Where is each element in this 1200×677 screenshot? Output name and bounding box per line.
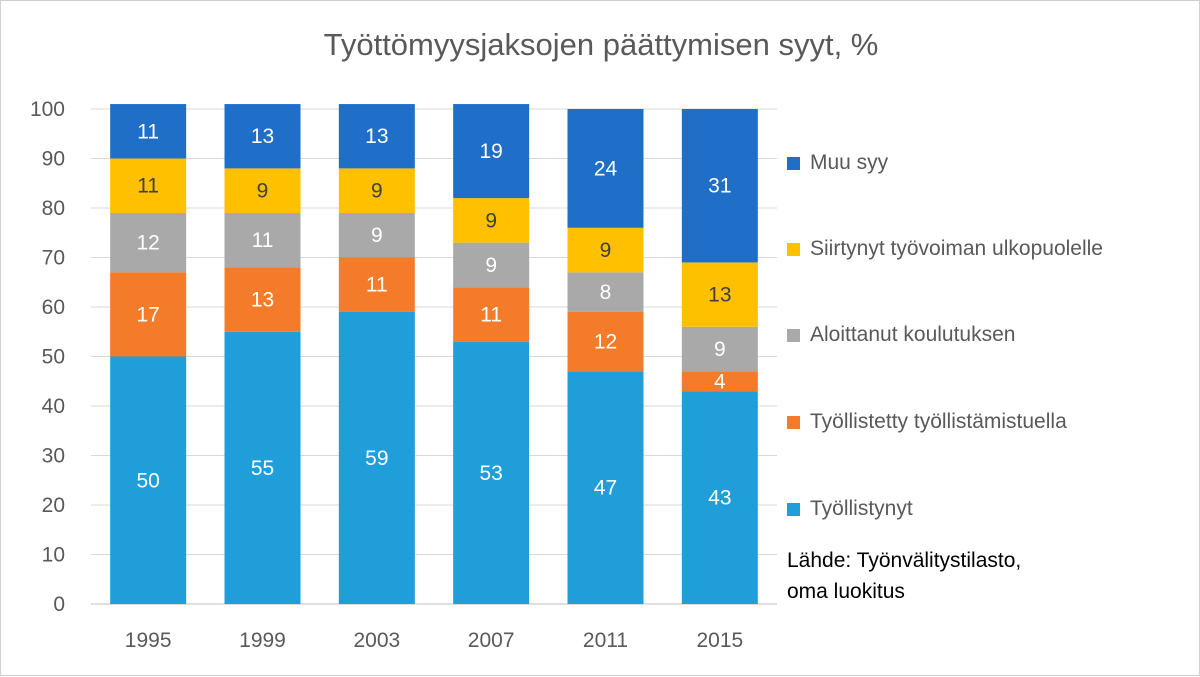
bar-segment xyxy=(453,287,530,342)
y-tick-label: 60 xyxy=(42,296,65,319)
chart-title: Työttömyysjaksojen päättymisen syyt, % xyxy=(323,27,879,62)
data-label: 59 xyxy=(365,447,388,470)
y-tick-label: 20 xyxy=(42,494,65,517)
data-label: 24 xyxy=(594,157,618,180)
bar-segment xyxy=(110,356,187,604)
y-tick-label: 0 xyxy=(53,593,65,616)
data-label: 50 xyxy=(136,469,159,492)
bar-segment xyxy=(567,227,644,273)
bar-segment xyxy=(681,371,758,392)
legend-label: Työllistetty työllistämistuella xyxy=(810,410,1067,433)
bar-segment xyxy=(224,104,301,169)
bar-segment xyxy=(681,391,758,604)
bar-segment xyxy=(681,109,758,263)
data-label: 43 xyxy=(708,487,731,510)
data-label: 13 xyxy=(251,289,274,312)
data-label: 11 xyxy=(252,229,274,252)
x-tick-label: 2015 xyxy=(696,629,743,652)
bar-segment xyxy=(338,257,415,312)
bar-segment xyxy=(224,267,301,332)
x-tick-label: 2003 xyxy=(353,629,400,652)
y-tick-label: 50 xyxy=(42,346,65,369)
data-label: 12 xyxy=(136,232,159,255)
bar-segment xyxy=(110,158,187,213)
bar-segment xyxy=(453,242,530,288)
data-label: 11 xyxy=(366,274,388,297)
bar-segment xyxy=(567,272,644,312)
data-label: 9 xyxy=(371,180,383,203)
bar-segment xyxy=(338,212,415,258)
legend-swatch xyxy=(787,502,800,516)
legend-swatch xyxy=(787,328,800,342)
bar-segment xyxy=(224,168,301,213)
data-label: 8 xyxy=(600,281,612,304)
bar-segment xyxy=(338,168,415,213)
bar-segment xyxy=(681,262,758,327)
y-tick-label: 30 xyxy=(42,445,65,468)
data-label: 9 xyxy=(371,224,383,247)
x-tick-label: 2007 xyxy=(468,629,515,652)
data-label: 47 xyxy=(594,477,617,500)
bar-segment xyxy=(224,331,301,604)
legend-swatch xyxy=(787,156,800,170)
x-tick-label: 2011 xyxy=(583,629,628,652)
legend-swatch xyxy=(787,242,800,256)
bar-segment xyxy=(567,109,644,228)
chart-legend: Muu syy Siirtynyt työvoiman ulkopuolelle A… xyxy=(787,1,1197,677)
legend-label: Muu syy xyxy=(810,151,889,174)
bar-segment xyxy=(453,104,530,199)
source-note: Lähde: Työnvälitystilasto, oma luokitus xyxy=(787,545,1117,607)
data-label: 11 xyxy=(480,303,502,326)
data-label: 12 xyxy=(594,331,617,354)
data-label: 13 xyxy=(708,284,731,307)
data-label: 11 xyxy=(137,175,159,198)
data-label: 9 xyxy=(600,239,612,262)
legend-item: Siirtynyt työvoiman ulkopuolelle xyxy=(787,235,1103,263)
y-tick-label: 90 xyxy=(42,148,65,171)
y-tick-label: 70 xyxy=(42,247,65,270)
bar-segment xyxy=(224,212,301,268)
data-label: 9 xyxy=(257,180,269,203)
data-label: 55 xyxy=(251,457,274,480)
data-label: 9 xyxy=(485,254,497,277)
bar-segment xyxy=(567,311,644,372)
data-label: 19 xyxy=(479,140,502,163)
data-label: 31 xyxy=(708,175,731,198)
bar-segment xyxy=(567,371,644,604)
y-tick-label: 40 xyxy=(42,395,65,418)
data-label: 53 xyxy=(479,462,502,485)
legend-label: Aloittanut koulutuksen xyxy=(810,323,1016,346)
y-tick-label: 80 xyxy=(42,197,65,220)
bar-segment xyxy=(110,272,187,357)
source-note-line-1: Lähde: Työnvälitystilasto, xyxy=(787,549,1022,572)
y-tick-label: 10 xyxy=(42,544,65,567)
bar-segment xyxy=(681,326,758,372)
bar-segment xyxy=(338,104,415,169)
data-label: 11 xyxy=(137,120,159,143)
bar-segment xyxy=(453,198,530,243)
x-tick-label: 1999 xyxy=(239,629,286,652)
legend-item: Työllistetty työllistämistuella xyxy=(787,408,1067,436)
legend-label: Siirtynyt työvoiman ulkopuolelle xyxy=(810,237,1103,260)
bar-segment xyxy=(338,311,415,604)
legend-item: Työllistynyt xyxy=(787,495,913,523)
bar-segment xyxy=(110,212,187,273)
data-label: 9 xyxy=(485,209,497,232)
data-label: 13 xyxy=(365,125,388,148)
legend-item: Muu syy xyxy=(787,149,888,177)
bar-segment xyxy=(110,104,187,159)
bar-segment xyxy=(453,341,530,604)
legend-label: Työllistynyt xyxy=(810,497,913,520)
legend-item: Aloittanut koulutuksen xyxy=(787,321,1015,349)
legend-swatch xyxy=(787,415,800,429)
y-tick-label: 100 xyxy=(30,98,65,121)
data-label: 4 xyxy=(714,370,726,393)
x-tick-label: 1995 xyxy=(125,629,172,652)
data-label: 17 xyxy=(136,303,159,326)
data-label: 13 xyxy=(251,125,274,148)
source-note-line-2: oma luokitus xyxy=(787,580,905,603)
data-label: 9 xyxy=(714,338,726,361)
